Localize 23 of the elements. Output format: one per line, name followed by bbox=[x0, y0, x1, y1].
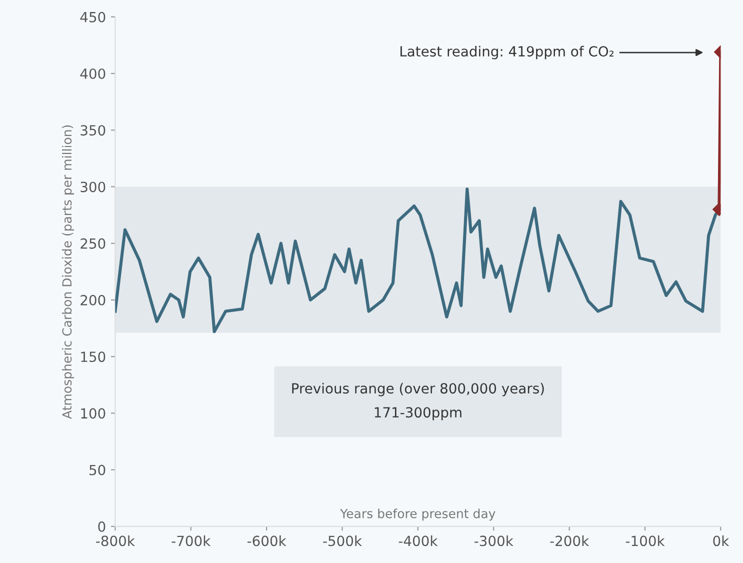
y-tick-label: 400 bbox=[80, 68, 106, 79]
y-tick-label: 250 bbox=[80, 238, 106, 249]
x-tick-label: -700k bbox=[172, 535, 211, 546]
x-tick-label: -800k bbox=[96, 535, 135, 546]
annotation: Latest reading: 419ppm of CO₂ bbox=[400, 46, 614, 60]
y-tick-label: 150 bbox=[81, 352, 106, 362]
x-tick-label: 0k bbox=[713, 535, 730, 546]
y-tick-label: 450 bbox=[80, 12, 106, 22]
x-tick-label: -200k bbox=[550, 535, 590, 546]
x-tick-label: -500k bbox=[323, 535, 362, 546]
y-tick-label: 300 bbox=[80, 182, 106, 192]
x-tick-label: -600k bbox=[247, 535, 286, 546]
y-tick-label: 50 bbox=[90, 464, 106, 476]
y-tick-label: 200 bbox=[80, 294, 106, 306]
x-tick-label: -400k bbox=[398, 535, 438, 546]
x-axis-title: Years before present day bbox=[340, 508, 496, 521]
y-tick-label: 350 bbox=[80, 125, 106, 136]
annotation: Previous range (over 800,000 years) 171-300ppm bbox=[292, 382, 544, 420]
y-tick-label: 0 bbox=[98, 521, 106, 532]
x-tick-label: -300k bbox=[474, 535, 514, 546]
y-tick-label: 100 bbox=[81, 408, 106, 419]
y-axis-title: Atmospheric Carbon Dioxide (parts per million) bbox=[62, 125, 74, 419]
x-tick-label: -100k bbox=[626, 535, 665, 546]
